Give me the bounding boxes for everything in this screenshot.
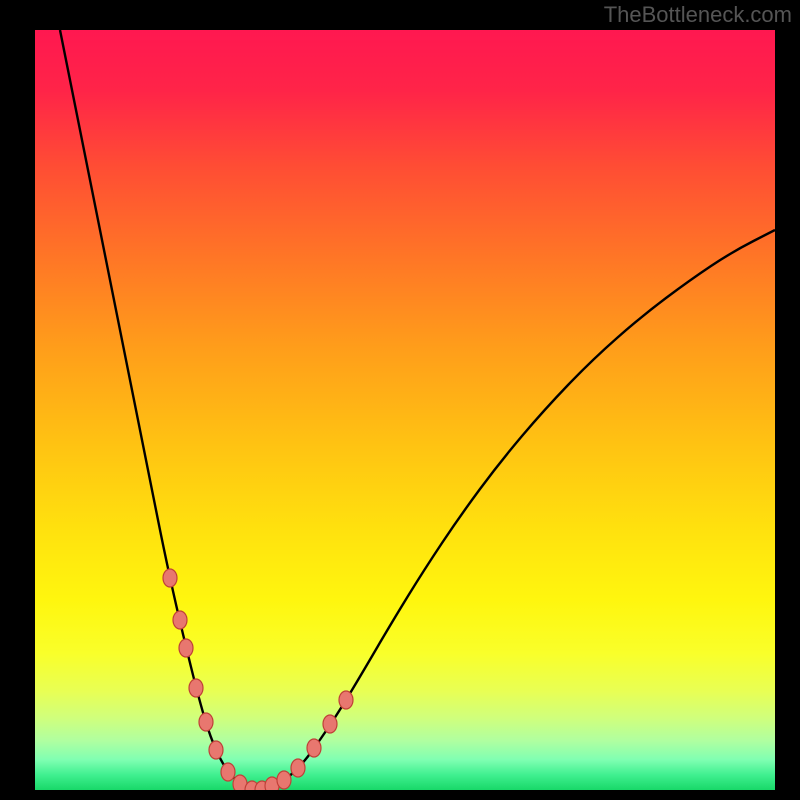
- chart-container: TheBottleneck.com: [0, 0, 800, 800]
- data-marker: [173, 611, 187, 629]
- data-marker: [339, 691, 353, 709]
- data-marker: [277, 771, 291, 789]
- data-marker: [163, 569, 177, 587]
- data-marker: [199, 713, 213, 731]
- data-marker: [323, 715, 337, 733]
- data-marker: [233, 775, 247, 793]
- data-marker: [209, 741, 223, 759]
- data-marker: [291, 759, 305, 777]
- data-marker: [179, 639, 193, 657]
- plot-area: [35, 30, 775, 790]
- data-marker: [189, 679, 203, 697]
- data-marker: [307, 739, 321, 757]
- data-marker: [221, 763, 235, 781]
- bottleneck-chart: [0, 0, 800, 800]
- watermark-text: TheBottleneck.com: [604, 2, 792, 28]
